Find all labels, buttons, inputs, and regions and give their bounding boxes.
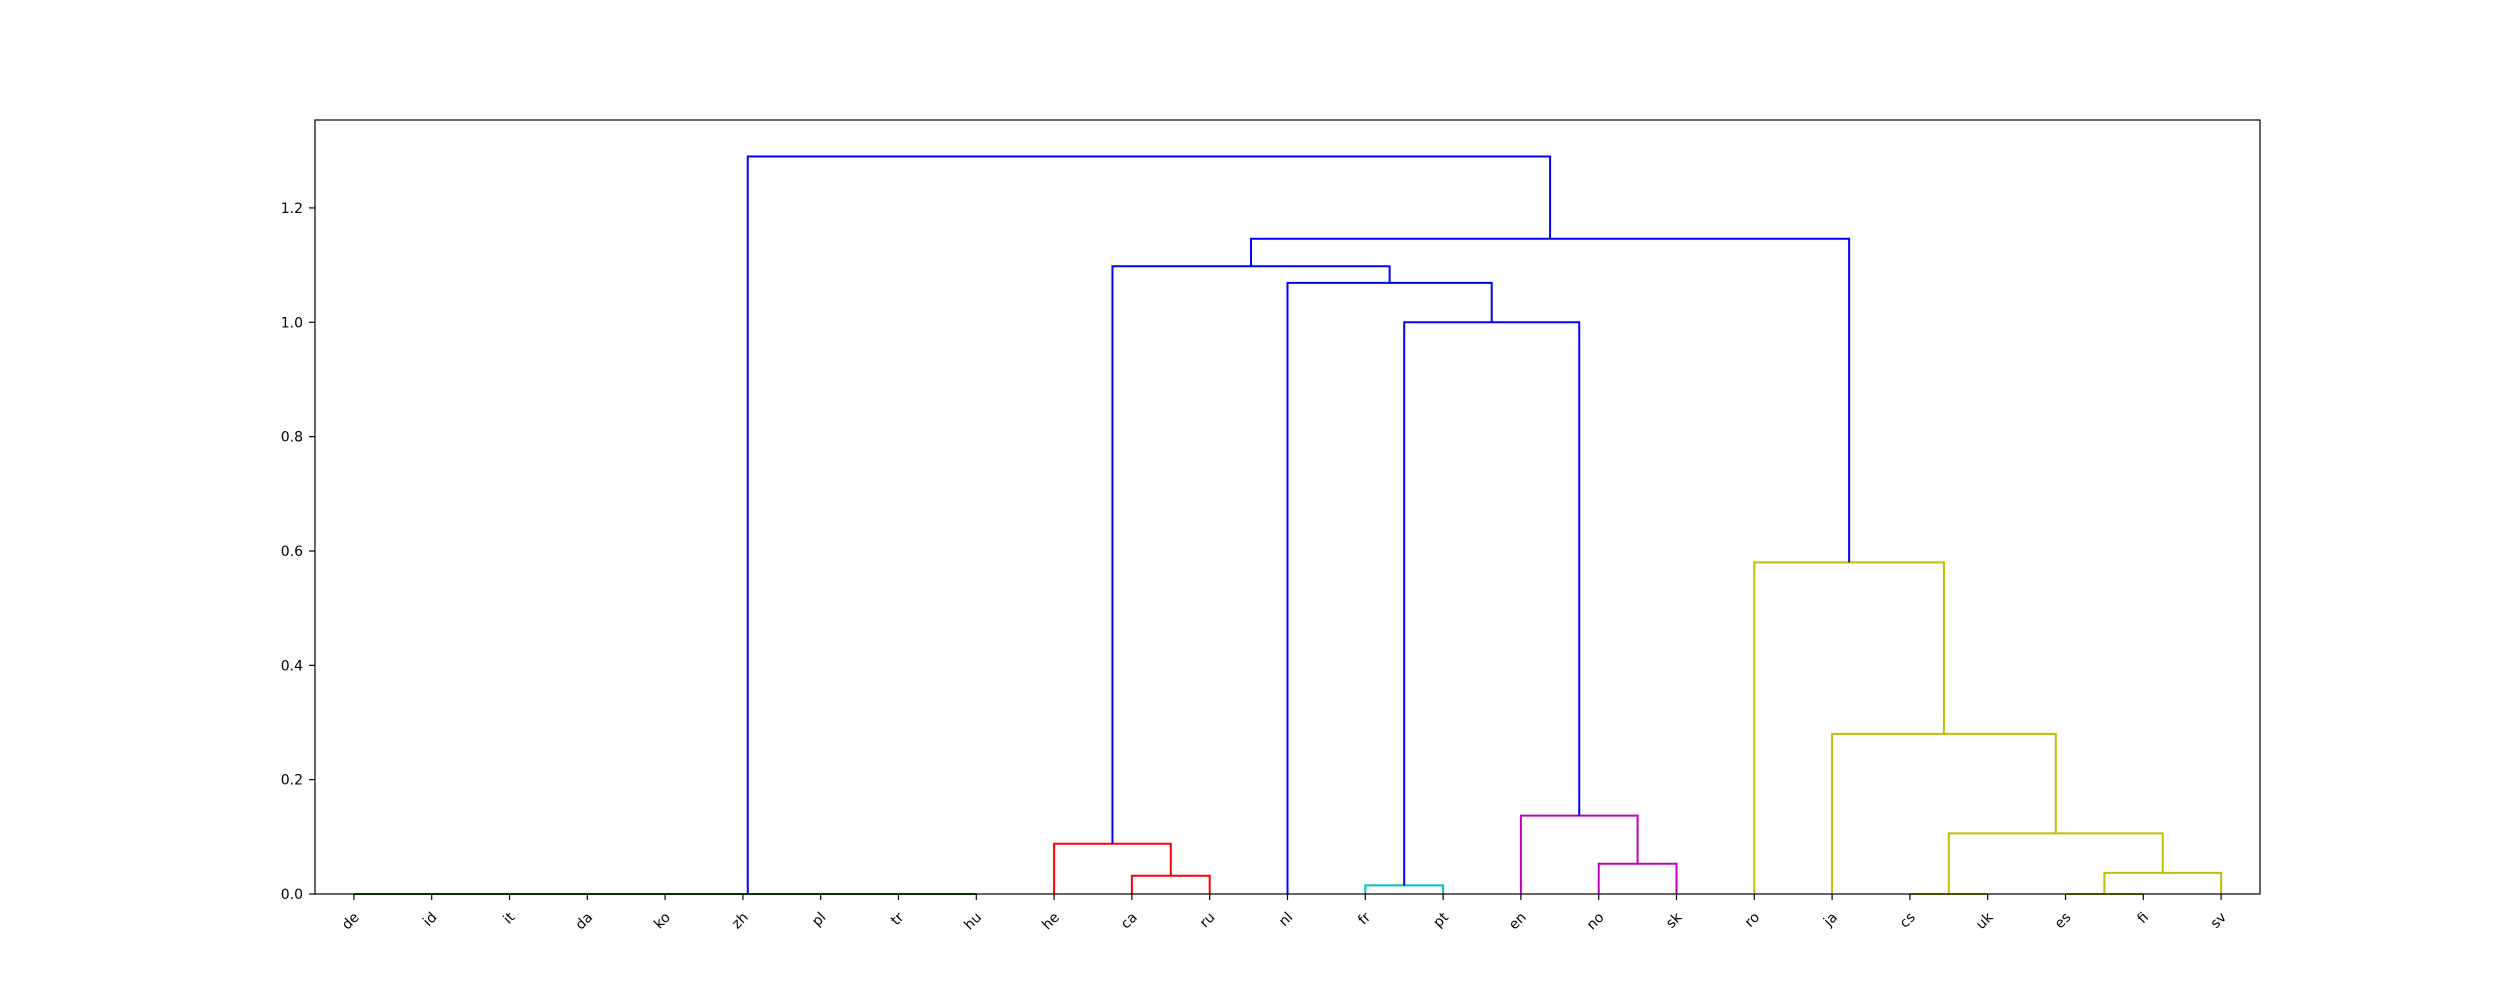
x-tick-label-ro: ro	[1742, 910, 1763, 931]
x-tick-label-fi: fi	[2135, 910, 2153, 928]
y-axis: 0.0 0.2 0.4 0.6 0.8 1.0 1.2	[281, 201, 315, 903]
x-tick-label-tr: tr	[888, 909, 907, 928]
y-tick-label-5: 1.0	[281, 315, 303, 331]
x-tick-label-id: id	[420, 910, 440, 930]
x-tick-label-no: no	[1584, 910, 1608, 934]
x-tick-label-ko: ko	[651, 910, 674, 933]
x-tick-label-zh: zh	[729, 910, 752, 933]
x-tick-label-pt: pt	[1430, 909, 1452, 931]
y-tick-label-1: 0.2	[281, 773, 303, 789]
x-tick-label-hu: hu	[961, 910, 985, 934]
x-tick-label-en: en	[1506, 910, 1530, 934]
x-tick-label-ja: ja	[1820, 910, 1841, 931]
x-tick-label-de: de	[339, 910, 363, 934]
x-axis: de id it da ko zh pl tr hu he ca ru nl fr pt en no sk ro ja…	[339, 894, 2230, 933]
x-tick-label-he: he	[1039, 910, 1063, 934]
x-tick-label-ru: ru	[1197, 910, 1219, 932]
x-tick-label-pl: pl	[809, 910, 829, 930]
x-tick-label-es: es	[2052, 910, 2075, 933]
x-tick-label-da: da	[572, 910, 596, 934]
y-tick-label-6: 1.2	[281, 201, 303, 217]
x-tick-label-it: it	[500, 909, 518, 927]
y-tick-label-0: 0.0	[281, 887, 303, 903]
x-tick-label-cs: cs	[1897, 910, 1919, 932]
x-tick-label-uk: uk	[1973, 909, 1997, 933]
dendrogram-link-23	[746, 155, 1552, 894]
x-tick-label-ca: ca	[1118, 910, 1141, 933]
y-tick-label-4: 0.8	[281, 430, 303, 446]
plot-frame	[314, 119, 2261, 895]
x-tick-label-sk: sk	[1663, 909, 1686, 932]
x-tick-label-fr: fr	[1355, 909, 1374, 928]
y-tick-label-3: 0.6	[281, 544, 303, 560]
y-tick-label-2: 0.4	[281, 658, 303, 674]
x-tick-label-sv: sv	[2208, 910, 2230, 932]
x-tick-label-nl: nl	[1276, 910, 1296, 930]
